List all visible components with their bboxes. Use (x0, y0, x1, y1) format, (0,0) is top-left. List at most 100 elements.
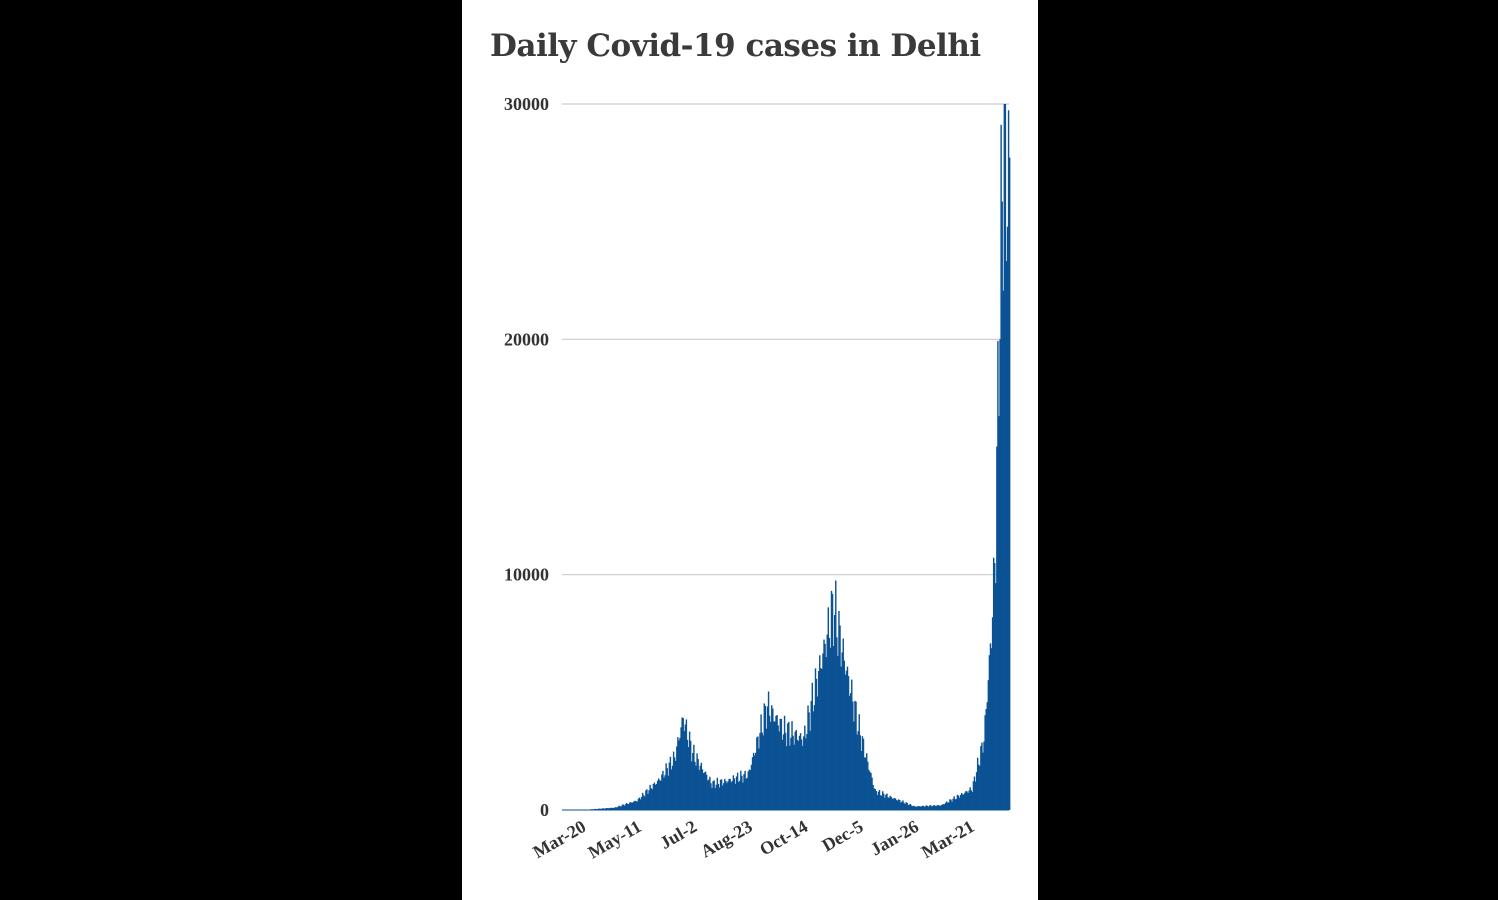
bar (788, 721, 790, 810)
bar (746, 777, 748, 810)
bar (725, 781, 727, 810)
bar (765, 728, 768, 810)
bar (768, 715, 771, 810)
bar (827, 607, 830, 810)
bar (758, 748, 760, 810)
bar (954, 799, 956, 810)
bar (879, 795, 882, 810)
bar (808, 712, 810, 810)
bar (823, 639, 825, 810)
bar (851, 679, 853, 810)
bar (799, 733, 802, 810)
bar (830, 590, 833, 810)
bar (989, 643, 992, 810)
bar (728, 778, 730, 810)
bar (677, 737, 679, 810)
bar (921, 805, 923, 810)
bar (984, 715, 986, 810)
bar (908, 804, 911, 810)
bar (959, 794, 962, 810)
bar (763, 703, 765, 810)
bar (789, 745, 791, 810)
bar (624, 804, 627, 810)
bar (888, 797, 890, 810)
bar (625, 803, 628, 810)
bar (602, 808, 604, 810)
y-tick-label: 0 (540, 800, 549, 820)
bar (774, 721, 776, 810)
bar (749, 769, 752, 810)
bar (618, 805, 620, 810)
bar (942, 804, 945, 810)
bar (762, 735, 764, 810)
bar (797, 740, 800, 810)
bar (655, 783, 658, 810)
bar (697, 758, 699, 810)
bar (832, 646, 835, 810)
bar (911, 806, 914, 810)
bar (826, 634, 828, 810)
bar (838, 610, 840, 810)
bar (803, 736, 805, 810)
bar (855, 701, 857, 810)
bar (811, 682, 814, 810)
bar (620, 806, 623, 810)
bar (854, 700, 856, 810)
bar (860, 750, 863, 810)
bar (741, 775, 743, 810)
bar (793, 744, 795, 810)
y-tick-label: 30000 (504, 94, 549, 114)
bar (637, 798, 640, 810)
bar (937, 805, 939, 810)
bar (801, 745, 804, 810)
bar (890, 796, 892, 810)
bar (930, 805, 932, 810)
bar (927, 806, 930, 810)
x-tick-label: May-11 (584, 816, 644, 862)
bar (845, 670, 848, 810)
bar (955, 798, 958, 810)
bar (719, 779, 722, 810)
bar (597, 808, 599, 810)
bar (985, 708, 987, 810)
bar (798, 735, 801, 810)
bar (663, 777, 665, 810)
bar (964, 792, 966, 810)
bar (613, 807, 615, 810)
bar (939, 805, 942, 810)
bar (835, 580, 837, 810)
bar (712, 781, 714, 810)
bar (778, 731, 780, 810)
bar (686, 739, 689, 810)
bar (756, 737, 758, 810)
bar (751, 757, 754, 810)
bar (999, 339, 1001, 810)
bar (1001, 201, 1003, 810)
bar (708, 779, 710, 810)
bar (928, 805, 931, 810)
bar (819, 655, 821, 810)
bar (814, 668, 817, 810)
bar (645, 790, 647, 810)
bar (934, 805, 936, 810)
bar (651, 789, 653, 810)
bar (940, 805, 943, 810)
bar (775, 715, 777, 810)
bar (872, 784, 874, 810)
bar (904, 803, 906, 810)
bar (966, 791, 968, 810)
bar (900, 802, 902, 810)
bar (747, 771, 749, 810)
bar (623, 805, 626, 810)
bar (701, 769, 704, 810)
bar (950, 799, 952, 810)
bar (936, 805, 938, 810)
bar (678, 740, 680, 810)
bar (885, 794, 887, 810)
bar (733, 778, 736, 810)
bar (946, 801, 948, 810)
bar (628, 803, 630, 810)
bar (886, 793, 888, 810)
y-tick-label: 20000 (504, 329, 549, 349)
bar (914, 806, 916, 810)
